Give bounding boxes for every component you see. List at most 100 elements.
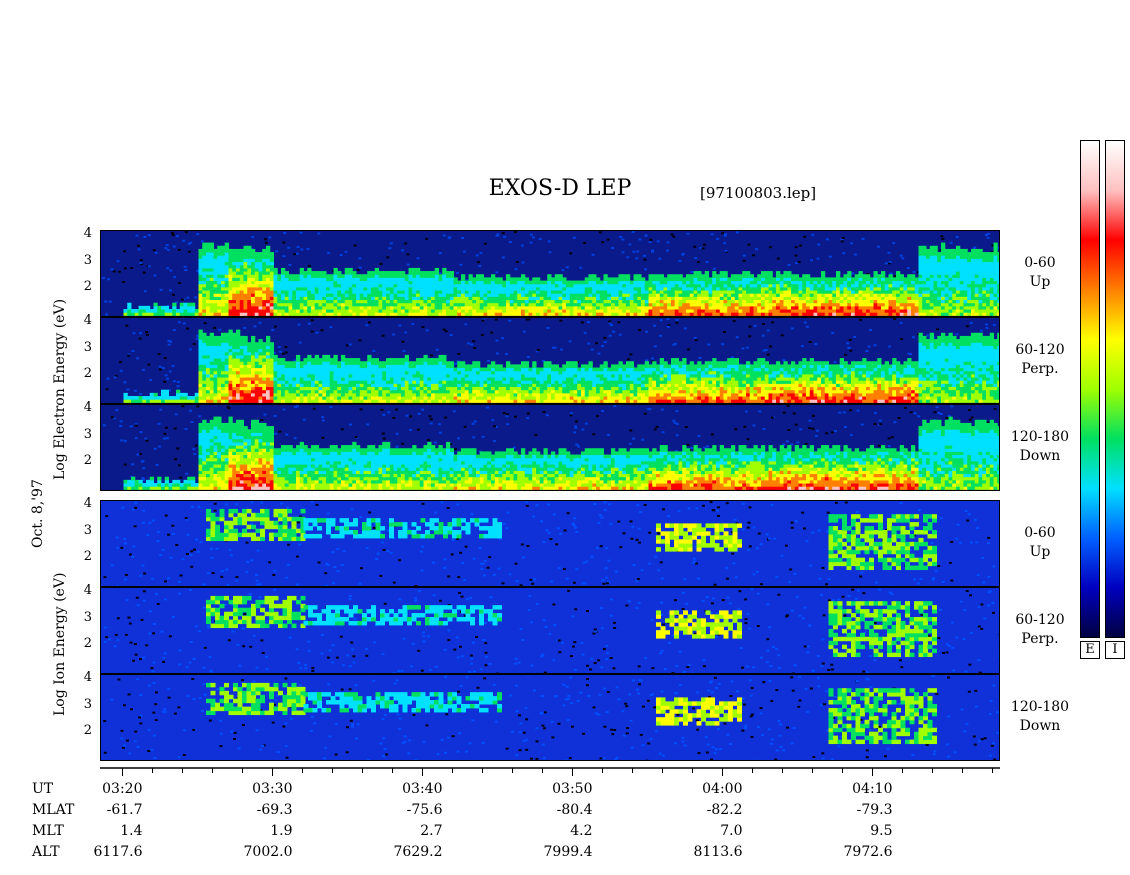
spectrogram-cell: [783, 274, 788, 278]
spectrogram-cell: [149, 396, 154, 400]
spectrogram-cell: [813, 312, 818, 316]
noise-speckle: [569, 252, 573, 255]
spectrogram-cell: [918, 299, 923, 304]
spectrogram-cell: [468, 293, 473, 297]
spectrogram-cell: [989, 312, 994, 316]
spectrogram-cell: [404, 312, 409, 316]
spectrogram-cell: [206, 296, 211, 301]
noise-speckle: [131, 349, 135, 352]
noise-speckle: [853, 253, 857, 256]
spectrogram-cell: [641, 283, 646, 288]
spectrogram-cell: [952, 264, 957, 269]
spectrogram-cell: [326, 302, 331, 307]
spectrogram-cell: [881, 299, 886, 304]
spectrogram-cell: [693, 280, 698, 285]
spectrogram-cell: [513, 290, 518, 294]
spectrogram-cell: [461, 293, 466, 297]
spectrogram-cell: [269, 312, 274, 316]
spectrogram-cell: [776, 293, 781, 297]
spectrogram-cell: [464, 309, 469, 313]
spectrogram-cell: [386, 312, 391, 316]
spectrogram-cell: [487, 277, 492, 282]
spectrogram-cell: [967, 267, 972, 272]
spectrogram-cell: [671, 305, 676, 310]
spectrogram-cell: [333, 286, 338, 291]
spectrogram-cell: [206, 245, 211, 250]
noise-speckle: [811, 233, 815, 236]
noise-speckle: [670, 233, 674, 236]
spectrogram-cell: [753, 296, 758, 301]
spectrogram-cell: [468, 280, 473, 285]
spectrogram-cell: [929, 261, 934, 266]
spectrogram-cell: [262, 305, 267, 310]
spectrogram-cell: [832, 312, 837, 316]
spectrogram-cell: [247, 312, 252, 316]
spectrogram-cell: [232, 267, 237, 272]
spectrogram-cell: [427, 302, 432, 307]
spectrogram-cell: [948, 280, 953, 285]
spectrogram-cell: [303, 286, 308, 291]
spectrogram-cell: [686, 293, 691, 297]
spectrogram-cell: [791, 305, 796, 310]
spectrogram-cell: [254, 274, 259, 278]
spectrogram-cell: [228, 299, 233, 304]
spectrogram-cell: [978, 252, 983, 256]
spectrogram-cell: [442, 293, 447, 297]
spectrogram-cell: [622, 302, 627, 307]
spectrogram-cell: [296, 392, 301, 397]
spectrogram-cell: [446, 293, 451, 297]
spectrogram-cell: [573, 283, 578, 288]
spectrogram-cell: [881, 274, 886, 278]
spectrogram-cell: [266, 358, 271, 362]
spectrogram-cell: [738, 283, 743, 288]
spectrogram-cell: [206, 267, 211, 272]
spectrogram-cell: [232, 386, 237, 391]
spectrogram-cell: [202, 252, 207, 256]
spectrogram-cell: [622, 277, 627, 282]
spectrogram-cell: [626, 280, 631, 285]
spectrogram-cell: [348, 302, 353, 307]
spectrogram-cell: [314, 370, 319, 375]
spectrogram-cell: [903, 305, 908, 310]
spectrogram-cell: [292, 286, 297, 291]
spectrogram-cell: [224, 252, 229, 256]
spectrogram-cell: [802, 277, 807, 282]
spectrogram-cell: [269, 354, 274, 359]
spectrogram-cell: [378, 302, 383, 307]
spectrogram-cell: [329, 389, 334, 394]
spectrogram-cell: [416, 283, 421, 288]
spectrogram-cell: [367, 299, 372, 304]
spectrogram-cell: [944, 261, 949, 266]
spectrogram-cell: [397, 299, 402, 304]
spectrogram-cell: [221, 302, 226, 307]
spectrogram-cell: [232, 392, 237, 397]
spectrogram-cell: [266, 370, 271, 375]
spectrogram-cell: [299, 380, 304, 384]
spectrogram-cell: [269, 348, 274, 353]
spectrogram-cell: [558, 274, 563, 278]
spectrogram-cell: [333, 277, 338, 282]
spectrogram-cell: [168, 309, 173, 313]
spectrogram-cell: [359, 299, 364, 304]
noise-speckle: [175, 235, 179, 238]
spectrogram-cell: [727, 309, 732, 313]
spectrogram-cell: [344, 290, 349, 294]
spectrogram-cell: [262, 302, 267, 307]
spectrogram-cell: [558, 312, 563, 316]
spectrogram-cell: [877, 302, 882, 307]
spectrogram-cell: [884, 305, 889, 310]
spectrogram-cell: [547, 274, 552, 278]
spectrogram-cell: [382, 271, 387, 275]
spectrogram-cell: [959, 258, 964, 263]
noise-speckle: [645, 359, 649, 362]
spectrogram-cell: [716, 286, 721, 291]
spectrogram-cell: [273, 305, 278, 310]
spectrogram-cell: [686, 283, 691, 288]
spectrogram-cell: [288, 274, 293, 278]
spectrogram-cell: [198, 329, 203, 334]
spectrogram-cell: [944, 258, 949, 263]
spectrogram-cell: [836, 277, 841, 282]
spectrogram-cell: [213, 283, 218, 288]
spectrogram-cell: [187, 302, 192, 307]
noise-speckle: [136, 244, 140, 247]
